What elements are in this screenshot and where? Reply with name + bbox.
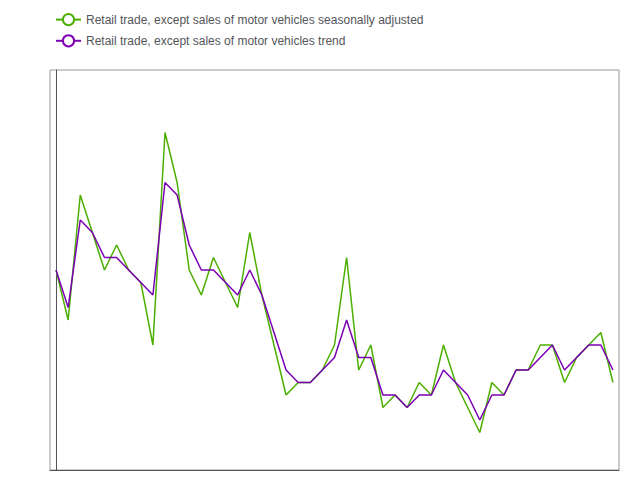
svg-text:Retail trade, except sales of: Retail trade, except sales of motor vehi… xyxy=(86,34,345,48)
svg-text:Retail trade, except sales of: Retail trade, except sales of motor vehi… xyxy=(86,13,424,27)
